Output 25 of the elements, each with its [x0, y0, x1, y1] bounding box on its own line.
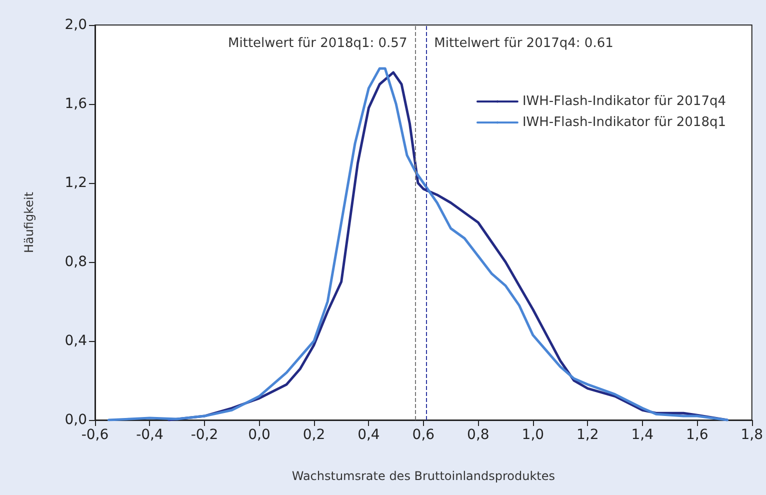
x-axis-title: Wachstumsrate des Bruttoinlandsproduktes — [292, 469, 556, 483]
x-tick-label: 1,0 — [522, 427, 544, 443]
y-axis-title: Häufigkeit — [22, 192, 36, 254]
y-tick-label: 1,2 — [64, 175, 87, 191]
x-tick-label: 1,4 — [631, 427, 654, 443]
legend-label: IWH-Flash-Indikator für 2017q4 — [522, 94, 726, 109]
x-tick-label: 0,0 — [248, 427, 270, 443]
x-tick-label: 1,6 — [686, 427, 708, 443]
ref-line-label: Mittelwert für 2018q1: 0.57 — [228, 36, 408, 51]
y-tick-label: 1,6 — [64, 96, 88, 112]
x-tick-label: -0,2 — [190, 427, 218, 443]
x-tick-label: -0,6 — [81, 427, 109, 443]
x-tick-label: 0,4 — [358, 427, 380, 443]
x-tick-label: 0,2 — [302, 427, 326, 443]
x-tick-label: -0,4 — [136, 427, 164, 443]
legend-label: IWH-Flash-Indikator für 2018q1 — [522, 115, 726, 130]
x-tick-label: 1,8 — [740, 427, 763, 443]
y-tick-label: 0,8 — [64, 254, 87, 270]
x-tick-label: 1,2 — [576, 427, 599, 443]
ref-line-label: Mittelwert für 2017q4: 0.61 — [434, 36, 614, 51]
x-tick-label: 0,8 — [467, 427, 490, 443]
y-tick-label: 0,4 — [64, 333, 88, 349]
y-tick-label: 2,0 — [64, 17, 87, 33]
x-tick-label: 0,6 — [412, 427, 435, 443]
y-tick-label: 0,0 — [64, 412, 87, 428]
